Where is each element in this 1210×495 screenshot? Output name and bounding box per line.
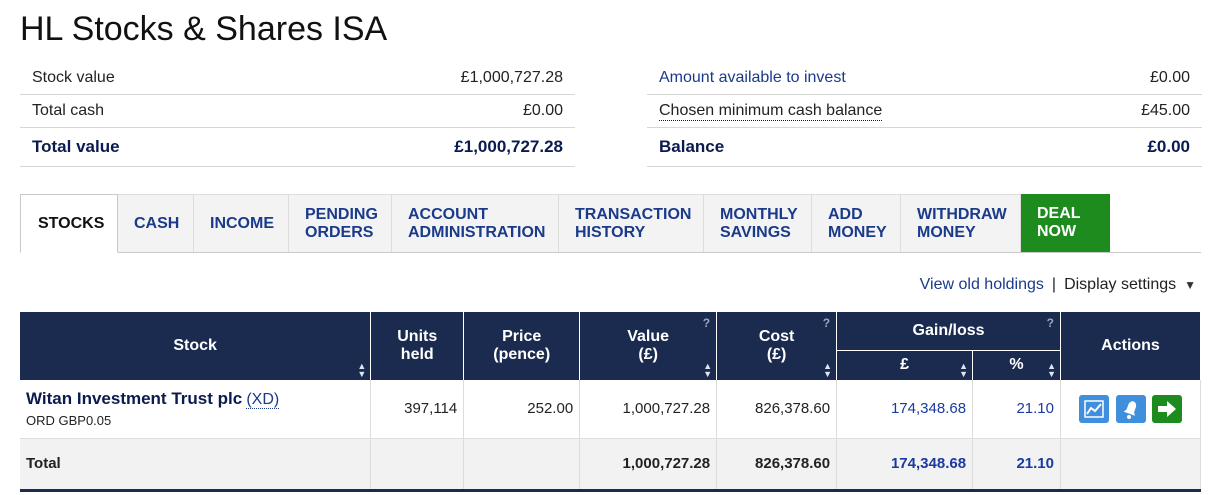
bell-icon[interactable] (1115, 394, 1146, 423)
stock-value-amount: £1,000,727.28 (460, 69, 563, 86)
sort-icon[interactable]: ▲ ▼ (357, 361, 367, 379)
col-gain-gbp-label: £ (900, 356, 910, 374)
balance-row: Balance £0.00 (647, 128, 1202, 167)
min-cash-row: Chosen minimum cash balance £45.00 (647, 95, 1202, 128)
units-cell: 397,114 (370, 380, 465, 439)
total-gain-pct-cell: 21.10 (972, 438, 1061, 492)
col-stock-label: Stock (173, 337, 217, 354)
tab-withdraw-money[interactable]: WITHDRAW MONEY (901, 194, 1021, 252)
amount-available-link[interactable]: Amount available to invest (659, 69, 846, 86)
col-value-label: Value (£) (627, 328, 670, 363)
page-title: HL Stocks & Shares ISA (20, 10, 388, 48)
total-cost-cell: 826,378.60 (716, 438, 838, 492)
sort-icon[interactable]: ▲ ▼ (1047, 361, 1056, 379)
col-cost-label: Cost (£) (758, 328, 795, 363)
col-stock-header[interactable]: Stock ▲ ▼ (20, 312, 372, 380)
tab-cash[interactable]: CASH (118, 194, 194, 252)
stock-value-label: Stock value (32, 69, 115, 86)
stock-cell: Witan Investment Trust plc (XD) ORD GBP0… (20, 380, 372, 439)
balance-label: Balance (659, 137, 725, 156)
chevron-down-icon[interactable]: ▼ (1184, 278, 1196, 292)
total-value-row: Total value £1,000,727.28 (20, 128, 575, 167)
holdings-links: View old holdings | Display settings ▼ (920, 276, 1196, 294)
col-price-header: Price (pence) (463, 312, 581, 380)
col-cost-header[interactable]: Cost (£) ▲ ▼ (716, 312, 838, 380)
cost-cell: 826,378.60 (716, 380, 838, 439)
gain-gbp-cell: 174,348.68 (836, 380, 974, 439)
col-gainloss-header: Gain/loss (836, 312, 1061, 350)
tab-add-money[interactable]: ADD MONEY (812, 194, 901, 252)
sort-icon[interactable]: ▲ ▼ (959, 361, 969, 379)
price-cell: 252.00 (463, 380, 581, 439)
xd-badge[interactable]: (XD) (246, 391, 280, 410)
sort-icon[interactable]: ▲ ▼ (823, 361, 833, 379)
arrow-right-icon[interactable] (1151, 394, 1182, 423)
view-old-holdings-link[interactable]: View old holdings (919, 276, 1044, 293)
amount-available-value: £0.00 (1149, 69, 1190, 86)
total-cash-row: Total cash £0.00 (20, 95, 575, 128)
col-actions-header: Actions (1060, 312, 1201, 380)
total-cash-amount: £0.00 (522, 102, 563, 119)
tab-income[interactable]: INCOME (194, 194, 289, 252)
stock-value-row: Stock value £1,000,727.28 (20, 62, 575, 95)
total-label-cell: Total (20, 438, 372, 492)
tab-monthly-savings[interactable]: MONTHLY SAVINGS (704, 194, 812, 252)
tab-transaction-history[interactable]: TRANSACTION HISTORY (559, 194, 704, 252)
col-gain-gbp-header[interactable]: £ ▲ ▼ (836, 349, 974, 380)
tab-deal-now[interactable]: DEAL NOW (1021, 194, 1110, 252)
total-cash-label: Total cash (32, 102, 105, 119)
min-cash-value: £45.00 (1141, 102, 1190, 119)
col-gain-pct-header[interactable]: % ▲ ▼ (972, 349, 1061, 380)
total-value-cell: 1,000,727.28 (579, 438, 718, 492)
col-value-header[interactable]: Value (£) ▲ ▼ (579, 312, 718, 380)
total-value-amount: £1,000,727.28 (454, 137, 563, 156)
summary-left: Stock value £1,000,727.28 Total cash £0.… (20, 62, 575, 167)
tab-stocks[interactable]: STOCKS (20, 194, 118, 253)
total-gain-gbp-cell: 174,348.68 (836, 438, 974, 492)
stock-subtitle: ORD GBP0.05 (26, 413, 112, 429)
actions-cell (1060, 380, 1201, 439)
total-price-cell (463, 438, 581, 492)
col-units-header: Units held (370, 312, 465, 380)
total-value-label: Total value (32, 137, 120, 156)
table-row: Witan Investment Trust plc (XD) ORD GBP0… (20, 380, 1201, 439)
tab-pending-orders[interactable]: PENDING ORDERS (289, 194, 392, 252)
min-cash-label[interactable]: Chosen minimum cash balance (659, 101, 883, 121)
account-tabs: STOCKS CASH INCOME PENDING ORDERS ACCOUN… (20, 194, 1201, 253)
total-units-cell (370, 438, 465, 492)
tab-account-administration[interactable]: ACCOUNT ADMINISTRATION (392, 194, 559, 252)
link-separator: | (1051, 276, 1057, 293)
amount-available-row: Amount available to invest £0.00 (647, 62, 1202, 95)
total-row: Total 1,000,727.28 826,378.60 174,348.68… (20, 438, 1201, 492)
display-settings-link[interactable]: Display settings (1064, 276, 1177, 293)
summary-right: Amount available to invest £0.00 Chosen … (647, 62, 1202, 167)
balance-value: £0.00 (1147, 137, 1190, 156)
total-actions-cell (1060, 438, 1201, 492)
gain-pct-cell: 21.10 (972, 380, 1061, 439)
holdings-table: Stock ▲ ▼ Units held Price (pence) Value … (20, 312, 1201, 492)
col-gain-pct-label: % (1009, 356, 1024, 374)
value-cell: 1,000,727.28 (579, 380, 718, 439)
sort-icon[interactable]: ▲ ▼ (703, 361, 713, 379)
chart-icon[interactable] (1079, 394, 1110, 423)
stock-name-link[interactable]: Witan Investment Trust plc (26, 389, 243, 409)
